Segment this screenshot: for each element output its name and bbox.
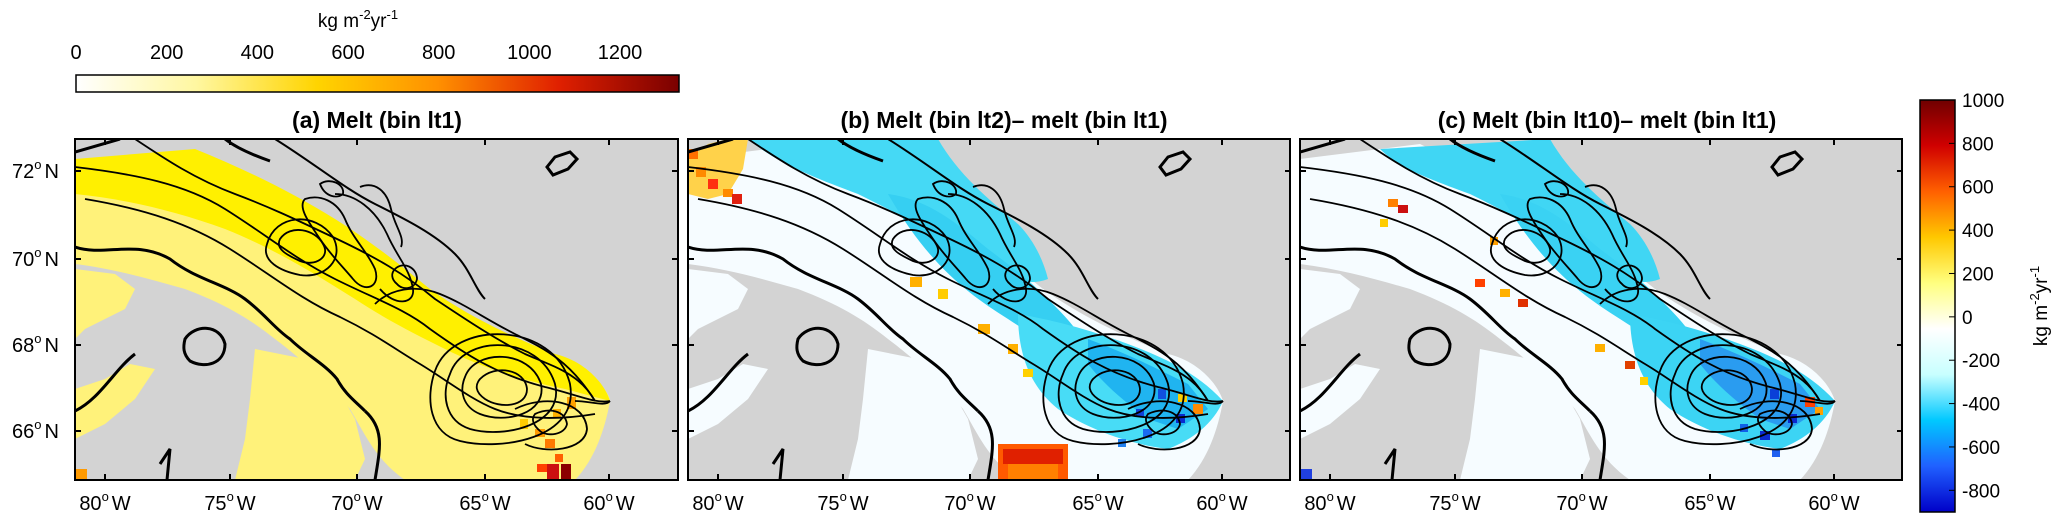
side-colorbar-tick-label: 400: [1962, 221, 1994, 242]
latitude-label: 70o N: [12, 245, 59, 271]
top-colorbar-tick-label: 0: [70, 42, 81, 64]
longitude-label: 70o W: [944, 489, 995, 515]
panel-a-title: (a) Melt (bin lt1): [292, 107, 462, 133]
longitude-label: 65o W: [1072, 489, 1123, 515]
top-colorbar-tick-label: 200: [150, 42, 183, 64]
latitude-labels: 72o N 70o N 68o N 66o N: [12, 157, 59, 443]
panel-c-title: (c) Melt (bin lt10)– melt (bin lt1): [1438, 107, 1777, 133]
panel-c-frame: [1299, 138, 1903, 481]
side-colorbar-tick-label: -600: [1962, 438, 2000, 459]
top-colorbar-tick-label: 800: [422, 42, 455, 64]
side-colorbar-tick-label: 600: [1962, 178, 1994, 199]
panel-b-frame: [687, 138, 1291, 481]
side-colorbar-tick-label: -800: [1962, 481, 2000, 502]
latitude-label: 66o N: [12, 417, 59, 443]
longitude-label: 75o W: [204, 489, 255, 515]
longitude-label: 80o W: [1304, 489, 1355, 515]
longitude-label: 80o W: [79, 489, 130, 515]
panel-c-map: [1300, 139, 1902, 480]
longitude-label: 60o W: [1808, 489, 1859, 515]
top-colorbar-scale: [75, 74, 680, 93]
longitude-label: 65o W: [1684, 489, 1735, 515]
top-colorbar: kg m-2yr-1 0 200 400 600 800 1000 1200: [70, 7, 680, 93]
side-colorbar-tick-label: 1000: [1962, 91, 2004, 112]
latitude-label: 68o N: [12, 331, 59, 357]
longitude-label: 65o W: [459, 489, 510, 515]
longitude-label: 70o W: [1556, 489, 1607, 515]
side-colorbar-tick-label: -200: [1962, 351, 2000, 372]
longitude-label: 75o W: [817, 489, 868, 515]
side-colorbar-tick-label: 0: [1962, 308, 1973, 329]
top-colorbar-tick-label: 1000: [507, 42, 552, 64]
top-colorbar-tick-label: 1200: [598, 42, 643, 64]
longitude-label: 80o W: [692, 489, 743, 515]
side-colorbar-tick-label: 800: [1962, 134, 1994, 155]
side-colorbar-scale: [1919, 99, 1956, 513]
top-colorbar-tick-label: 600: [331, 42, 364, 64]
longitude-label: 60o W: [1196, 489, 1247, 515]
side-colorbar-tick-label: -400: [1962, 395, 2000, 416]
side-colorbar: 1000 800 600 400 200 0 -200 -400 -600 -800 kg m-2…: [1919, 91, 2052, 513]
longitude-labels: 80o W 75o W 70o W 65o W 60o W 80o W 75o W 70o W 65o W 60o W…: [79, 489, 1859, 515]
panel-b-map: [688, 139, 1290, 480]
side-colorbar-unit: kg m-2yr-1: [2027, 266, 2052, 346]
top-colorbar-tick-label: 400: [241, 42, 274, 64]
longitude-label: 60o W: [583, 489, 634, 515]
longitude-label: 70o W: [331, 489, 382, 515]
panel-b-title: (b) Melt (bin lt2)– melt (bin lt1): [840, 107, 1167, 133]
side-colorbar-tick-label: 200: [1962, 264, 1994, 285]
latitude-label: 72o N: [12, 157, 59, 183]
top-colorbar-unit: kg m-2yr-1: [318, 7, 398, 32]
panel-a-frame: [74, 138, 679, 481]
longitude-label: 75o W: [1429, 489, 1480, 515]
panel-a-map: [75, 139, 678, 480]
